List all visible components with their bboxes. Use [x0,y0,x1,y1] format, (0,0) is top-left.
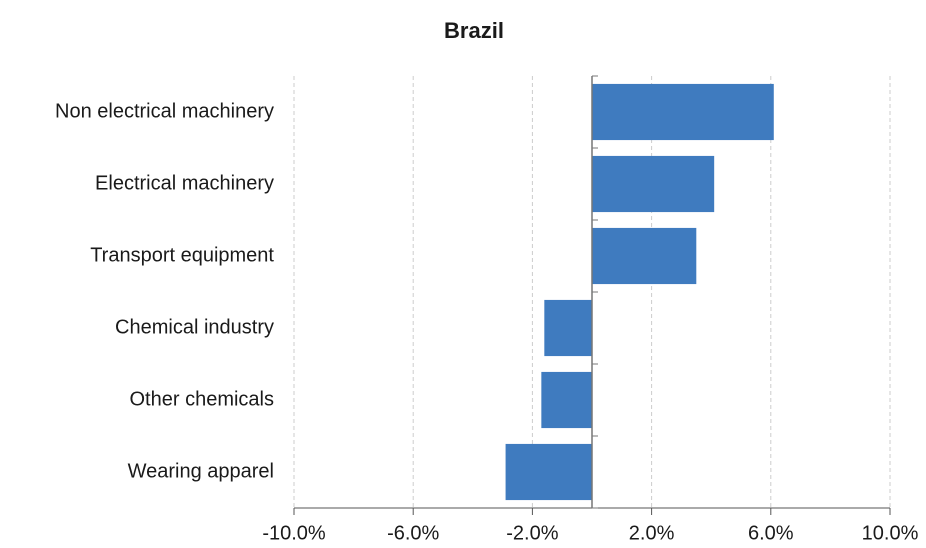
bar [505,443,592,501]
x-tick-label: -6.0% [387,522,439,544]
bar [544,299,592,357]
bar [541,371,592,429]
x-tick-label: 10.0% [862,522,919,544]
bar [592,83,774,141]
y-tick-label: Electrical machinery [95,172,274,194]
x-tick-label: 6.0% [748,522,794,544]
y-tick-label: Chemical industry [115,316,274,338]
x-tick-label: 2.0% [629,522,675,544]
y-tick-label: Wearing apparel [128,460,274,482]
bar [592,155,715,213]
chart-title: Brazil [444,18,504,43]
y-tick-label: Other chemicals [130,388,275,410]
y-tick-label: Transport equipment [90,244,274,266]
x-tick-label: -2.0% [506,522,558,544]
x-tick-label: -10.0% [262,522,326,544]
bar [592,227,697,285]
y-tick-label: Non electrical machinery [55,100,274,122]
